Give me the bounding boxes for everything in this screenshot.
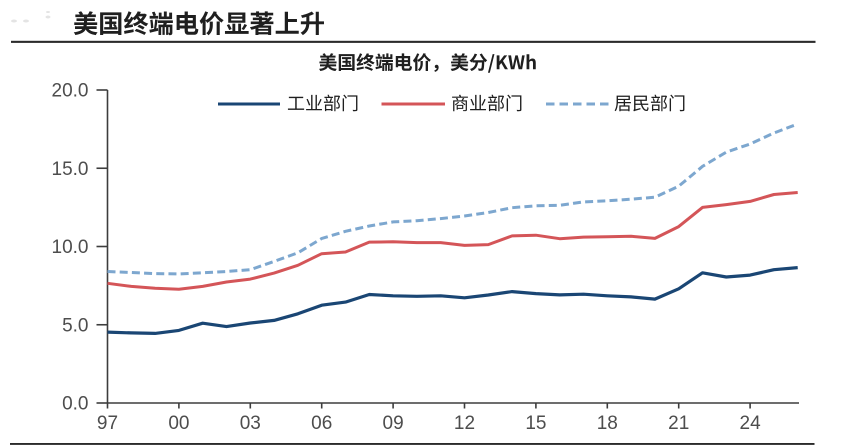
svg-text:12: 12 (454, 413, 475, 434)
svg-text:24: 24 (740, 413, 762, 434)
svg-text:15.0: 15.0 (52, 159, 89, 180)
svg-text:15: 15 (525, 413, 546, 434)
svg-text:21: 21 (668, 413, 689, 434)
svg-text:06: 06 (311, 413, 332, 434)
svg-text:0.0: 0.0 (62, 394, 88, 415)
svg-text:00: 00 (168, 413, 189, 434)
svg-text:09: 09 (383, 413, 404, 434)
svg-text:20.0: 20.0 (52, 81, 89, 102)
svg-text:18: 18 (597, 413, 618, 434)
svg-text:10.0: 10.0 (52, 237, 89, 258)
svg-text:03: 03 (240, 413, 261, 434)
svg-text:97: 97 (97, 413, 118, 434)
svg-text:5.0: 5.0 (62, 315, 88, 336)
